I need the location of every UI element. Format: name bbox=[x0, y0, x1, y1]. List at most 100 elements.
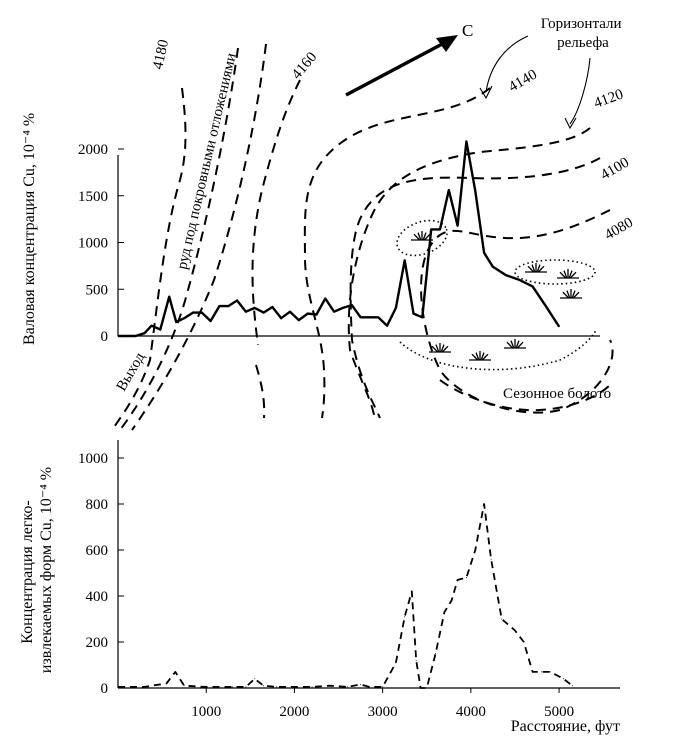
bottom-axes: 0 200 400 600 800 1000 1000 2000 3000 4000 5000 bbox=[78, 440, 620, 720]
bottom-y-tick-label: 1000 bbox=[78, 451, 108, 467]
top-data-point bbox=[307, 312, 309, 315]
bottom-data-point bbox=[311, 686, 313, 688]
top-y-tick-label: 1000 bbox=[78, 236, 108, 252]
top-data-point bbox=[342, 307, 344, 309]
bottom-y-tick-label: 400 bbox=[86, 589, 109, 605]
bottom-series-line bbox=[118, 503, 573, 689]
contour-4120-line bbox=[347, 127, 591, 421]
top-y-tick-label: 0 bbox=[101, 329, 109, 345]
top-data-point bbox=[518, 279, 520, 281]
legend-pointer-arrowhead bbox=[564, 117, 577, 130]
top-y-tick-label: 2000 bbox=[78, 142, 108, 158]
contour-4140-line bbox=[303, 87, 491, 419]
contour-4160-left-lower bbox=[255, 364, 266, 419]
top-data-point bbox=[465, 140, 468, 143]
top-data-point bbox=[168, 296, 170, 298]
top-data-point bbox=[439, 228, 441, 231]
seasonal-swamp-symbols bbox=[396, 219, 597, 371]
outcrop-label: Выход bbox=[114, 350, 149, 394]
north-arrow-shaft bbox=[345, 40, 447, 97]
top-data-point bbox=[333, 311, 335, 313]
contour-label-4080: 4080 bbox=[602, 215, 636, 244]
bottom-data-point bbox=[474, 549, 476, 551]
bottom-x-tick-label: 2000 bbox=[279, 704, 309, 720]
top-data-point bbox=[117, 335, 119, 337]
top-data-point bbox=[558, 326, 560, 328]
bottom-y-tick-label: 200 bbox=[86, 635, 109, 651]
top-data-point bbox=[236, 299, 238, 302]
bottom-data-point bbox=[411, 590, 413, 592]
bottom-data-point bbox=[117, 686, 119, 688]
top-data-point bbox=[351, 304, 353, 306]
swamp-grass-symbol bbox=[557, 269, 579, 279]
top-data-point bbox=[474, 190, 476, 192]
top-series-bulk-cu bbox=[117, 140, 561, 338]
top-data-point bbox=[192, 312, 194, 314]
top-data-point bbox=[150, 325, 153, 327]
bottom-data-point bbox=[420, 687, 422, 689]
bottom-data-point bbox=[501, 618, 503, 620]
swamp-outline bbox=[514, 259, 596, 285]
contour-label-4120: 4120 bbox=[592, 86, 626, 111]
bottom-data-point bbox=[443, 611, 445, 613]
top-data-point bbox=[315, 313, 318, 316]
top-data-point bbox=[545, 305, 547, 307]
bottom-data-point bbox=[415, 659, 417, 661]
top-data-point bbox=[395, 307, 397, 309]
swamp-outline bbox=[399, 329, 597, 371]
bottom-data-point bbox=[368, 686, 370, 688]
top-data-point bbox=[289, 311, 291, 313]
bottom-y-tick-label: 600 bbox=[86, 543, 109, 559]
top-data-point bbox=[227, 305, 229, 307]
bottom-x-tick-label: 5000 bbox=[544, 704, 574, 720]
contour-4180-line bbox=[111, 87, 187, 431]
bottom-panel-extractable-copper-chart: 0 200 400 600 800 1000 1000 2000 3000 4000 5000 Ра… bbox=[19, 440, 620, 735]
bottom-data-point bbox=[245, 686, 247, 688]
swamp-grass-symbol bbox=[525, 263, 547, 273]
top-data-point bbox=[532, 285, 534, 288]
top-y-axis-label: Валовая концентрация Cu, 10⁻⁴ % bbox=[21, 113, 38, 345]
bottom-data-point bbox=[571, 685, 573, 687]
bottom-series-extractable-cu bbox=[117, 503, 573, 689]
contour-lower-curve bbox=[439, 379, 611, 412]
top-data-point bbox=[271, 306, 273, 308]
top-data-point bbox=[324, 298, 326, 300]
contour-4080-line bbox=[420, 209, 614, 414]
swamp-grass-symbol bbox=[469, 351, 491, 361]
legend-pointer-line bbox=[485, 35, 529, 93]
bottom-x-tick-label: 1000 bbox=[191, 704, 221, 720]
contour-label-4140: 4140 bbox=[506, 67, 540, 96]
bottom-data-point bbox=[483, 503, 485, 505]
top-data-point bbox=[254, 307, 256, 309]
bottom-data-point bbox=[232, 686, 234, 688]
top-data-point bbox=[404, 259, 406, 261]
bottom-data-point bbox=[346, 686, 348, 688]
contour-label-4100: 4100 bbox=[598, 155, 632, 184]
x-axis-label: Расстояние, фут bbox=[511, 718, 620, 735]
legend-pointer-arrowhead bbox=[479, 85, 493, 100]
contour-4160-left-upper bbox=[251, 79, 301, 346]
bottom-data-point bbox=[254, 678, 256, 680]
top-data-point bbox=[483, 252, 485, 254]
bottom-data-point bbox=[276, 686, 278, 688]
top-data-point bbox=[492, 266, 494, 268]
north-arrow-label: С bbox=[462, 21, 473, 40]
top-y-axis: 0 500 1000 1500 2000 bbox=[78, 142, 600, 345]
top-data-point bbox=[505, 274, 507, 276]
legend-pointer-line bbox=[569, 57, 591, 125]
top-data-point bbox=[430, 228, 432, 231]
contour-4160-inner bbox=[131, 43, 267, 431]
bottom-data-point bbox=[174, 671, 176, 673]
contour-label-4180: 4180 bbox=[150, 38, 172, 71]
north-arrow-head bbox=[436, 35, 458, 52]
top-data-point bbox=[368, 316, 371, 318]
bottom-data-point bbox=[514, 630, 516, 631]
top-data-point bbox=[298, 319, 300, 321]
top-data-point bbox=[210, 320, 212, 322]
top-y-tick-label: 1500 bbox=[78, 189, 108, 205]
bottom-data-point bbox=[435, 653, 437, 654]
bottom-data-point bbox=[205, 686, 207, 688]
top-data-point bbox=[377, 316, 379, 318]
bottom-data-point bbox=[426, 687, 428, 689]
